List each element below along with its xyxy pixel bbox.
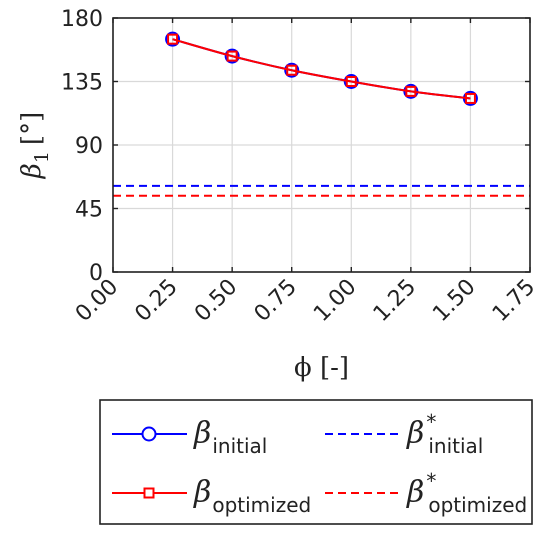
legend-label: βinitial	[193, 416, 267, 458]
y-tick-label: 135	[61, 71, 103, 96]
legend-label: βoptimized	[193, 475, 311, 517]
x-tick-label: 1.25	[369, 275, 421, 327]
y-tick-label: 90	[75, 134, 103, 159]
legend-marker	[143, 487, 155, 499]
data-point	[343, 74, 359, 89]
legend-entry-initial: βinitial	[112, 416, 267, 458]
x-tick-label: 0.00	[71, 275, 123, 327]
x-tick-label: 1.75	[488, 275, 540, 327]
x-tick-label: 1.00	[309, 275, 361, 327]
ticks: 0 45 90 135 180 0.00 0.25 0.50 0.75 1.00 1.25 1.50 1…	[61, 7, 540, 327]
data-point	[226, 50, 238, 62]
legend-entry-initial: β * initial	[325, 410, 483, 458]
grid	[112, 17, 531, 273]
series-line	[172, 38, 471, 100]
x-axis-label-text: ϕ [-]	[294, 353, 349, 383]
y-axis-label-text: β1[°]	[17, 112, 53, 179]
y-tick-label: 45	[75, 198, 103, 223]
data-point	[224, 48, 240, 64]
x-tick-label: 1.50	[428, 275, 480, 327]
legend: βinitial βoptimized β * initial β * optimized	[99, 399, 533, 525]
y-tick-label: 0	[89, 261, 103, 286]
x-axis-label: ϕ [-]	[294, 353, 349, 383]
x-tick-label: 0.50	[190, 275, 242, 327]
legend-entry-optimized: βoptimized	[112, 475, 311, 517]
legend-label: β * initial	[406, 410, 483, 458]
y-tick-label: 180	[61, 7, 103, 32]
legend-marker	[141, 426, 157, 442]
data-point	[286, 64, 298, 76]
data-point	[464, 92, 476, 104]
data-point	[405, 85, 417, 97]
series-optimized	[167, 33, 476, 104]
legend-box	[99, 399, 533, 525]
data-point	[165, 31, 181, 47]
x-tick-label: 0.25	[130, 275, 182, 327]
legend-label: β * optimized	[406, 469, 527, 517]
data-point	[345, 76, 357, 87]
data-point	[284, 62, 300, 78]
plot-area	[113, 31, 530, 197]
legend-entry-optimized: β * optimized	[325, 469, 527, 517]
x-tick-label: 0.75	[250, 275, 302, 327]
y-axis-label: β1[°]	[17, 112, 53, 179]
series-line	[172, 38, 471, 100]
data-point	[167, 33, 179, 45]
